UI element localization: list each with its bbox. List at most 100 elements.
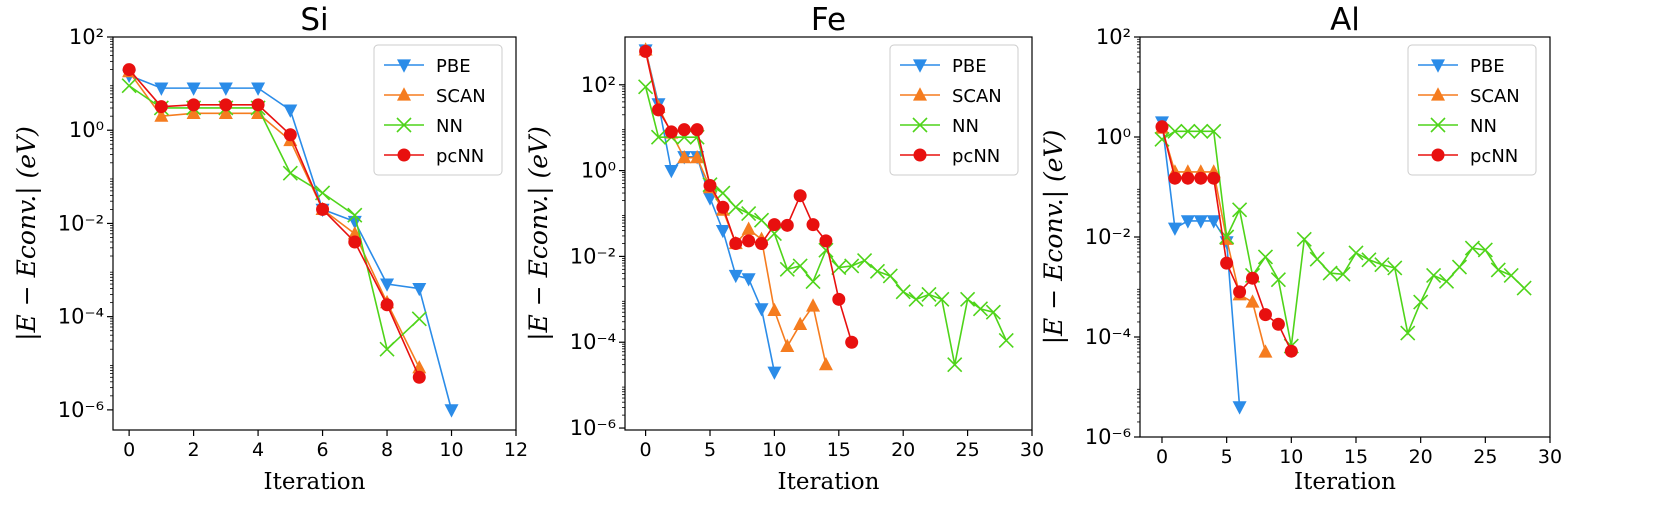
marker: [819, 234, 833, 248]
marker: [1477, 242, 1493, 258]
marker: [397, 87, 411, 101]
legend-label: NN: [436, 116, 463, 137]
marker: [869, 263, 886, 279]
marker: [1180, 215, 1195, 229]
marker: [779, 261, 795, 277]
marker: [316, 202, 330, 216]
marker: [1193, 215, 1208, 229]
marker: [1220, 256, 1234, 270]
x-tick-label: 5: [704, 439, 716, 461]
y-tick-label: 10⁻²: [570, 244, 616, 268]
marker: [347, 207, 363, 223]
marker: [882, 268, 898, 284]
marker: [1193, 123, 1209, 139]
marker: [998, 332, 1014, 349]
marker: [1438, 273, 1455, 289]
marker: [186, 82, 201, 96]
marker: [767, 302, 782, 317]
y-tick-label: 10⁻²: [1085, 225, 1131, 249]
marker: [934, 291, 950, 307]
series-line: [128, 69, 421, 378]
legend-label: SCAN: [436, 86, 486, 107]
marker: [1322, 265, 1338, 281]
marker: [348, 235, 362, 249]
marker: [1245, 294, 1260, 308]
marker: [1206, 123, 1222, 139]
marker: [754, 303, 769, 317]
marker: [218, 82, 233, 96]
marker: [741, 273, 756, 287]
subplot: Si 0 2 4 6 8 10 12 10⁻⁶ 10⁻⁴ 10⁻² 10⁰ 10² Iteration |E…: [12, 2, 528, 495]
subplot-title: Fe: [811, 2, 846, 38]
marker: [690, 149, 705, 164]
marker: [650, 129, 667, 145]
marker: [1464, 240, 1480, 256]
marker: [1361, 252, 1377, 268]
marker: [1271, 317, 1285, 331]
marker: [1270, 272, 1286, 288]
marker: [844, 258, 860, 274]
marker: [742, 234, 756, 248]
x-tick-label: 30: [1020, 439, 1044, 461]
marker: [411, 311, 427, 327]
marker: [1181, 171, 1195, 185]
marker: [831, 259, 847, 276]
axes-frame: [1139, 36, 1551, 438]
marker: [664, 125, 678, 139]
y-tick-label: 10⁻⁶: [570, 416, 616, 440]
marker: [283, 104, 298, 118]
y-tick-label: 10²: [581, 73, 616, 97]
marker: [282, 165, 298, 181]
marker: [1232, 401, 1247, 415]
x-tick-label: 25: [956, 439, 980, 461]
marker: [1194, 171, 1208, 185]
marker: [1426, 267, 1442, 284]
y-tick-label: 10⁻⁶: [58, 398, 104, 422]
legend-label: NN: [952, 116, 979, 137]
marker: [251, 98, 265, 112]
series-line: [128, 71, 420, 369]
marker: [1284, 344, 1298, 358]
x-tick-label: 5: [1221, 446, 1233, 468]
legend-box: [1407, 44, 1537, 176]
y-tick-label: 10²: [69, 25, 104, 49]
marker: [703, 192, 718, 206]
x-tick-label: 6: [317, 439, 329, 461]
marker: [1246, 271, 1260, 285]
marker: [845, 335, 859, 349]
x-tick-label: 20: [1409, 446, 1433, 468]
marker: [806, 218, 820, 232]
x-tick-label: 12: [504, 439, 528, 461]
marker: [780, 338, 795, 352]
marker: [895, 284, 911, 300]
marker: [1431, 59, 1445, 73]
x-tick-label: 0: [1156, 446, 1168, 468]
marker: [283, 128, 297, 142]
plot: [1154, 116, 1532, 415]
marker: [1413, 294, 1429, 310]
marker: [728, 199, 744, 215]
x-tick-label: 2: [188, 439, 200, 461]
y-tick-label: 10⁰: [581, 159, 616, 183]
x-tick-label: 0: [123, 439, 135, 461]
y-axis-label: |E − Econv.| (eV): [1039, 130, 1069, 345]
x-tick-label: 10: [1279, 446, 1303, 468]
marker: [818, 356, 833, 371]
marker: [793, 189, 807, 203]
marker: [1206, 215, 1221, 229]
marker: [1233, 285, 1247, 299]
marker: [947, 357, 963, 373]
plot: [121, 63, 459, 418]
marker: [154, 100, 168, 114]
marker: [793, 316, 808, 331]
marker: [832, 292, 846, 306]
marker: [1207, 171, 1221, 185]
marker: [379, 341, 395, 357]
y-tick-label: 10⁰: [69, 118, 104, 142]
marker: [122, 63, 136, 77]
x-axis-label: Iteration: [778, 469, 880, 495]
y-tick-label: 10⁻²: [58, 211, 104, 235]
marker: [913, 59, 927, 73]
x-tick-label: 25: [1473, 446, 1497, 468]
marker: [1431, 87, 1445, 101]
